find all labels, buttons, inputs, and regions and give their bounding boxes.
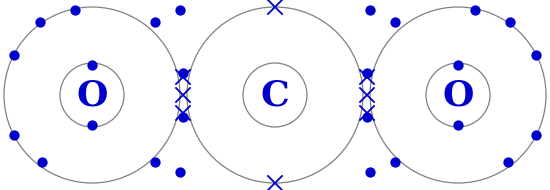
Text: O: O	[442, 78, 474, 112]
Point	[179, 116, 188, 119]
Point	[505, 21, 514, 24]
Point	[390, 21, 399, 24]
Point	[151, 21, 160, 24]
Point	[362, 116, 371, 119]
Point	[9, 134, 18, 137]
Point	[454, 124, 463, 127]
Point	[151, 161, 160, 164]
Point	[9, 53, 18, 56]
Point	[37, 161, 46, 164]
Point	[532, 53, 541, 56]
Point	[36, 21, 45, 24]
Point	[454, 63, 463, 66]
Point	[366, 170, 375, 173]
Point	[471, 9, 480, 12]
Point	[175, 9, 184, 12]
Point	[390, 161, 399, 164]
Point	[362, 71, 371, 74]
Point	[175, 170, 184, 173]
Point	[504, 161, 513, 164]
Text: C: C	[261, 78, 289, 112]
Point	[179, 71, 188, 74]
Point	[87, 124, 96, 127]
Point	[366, 9, 375, 12]
Point	[532, 134, 541, 137]
Point	[70, 9, 79, 12]
Text: O: O	[76, 78, 108, 112]
Point	[87, 63, 96, 66]
